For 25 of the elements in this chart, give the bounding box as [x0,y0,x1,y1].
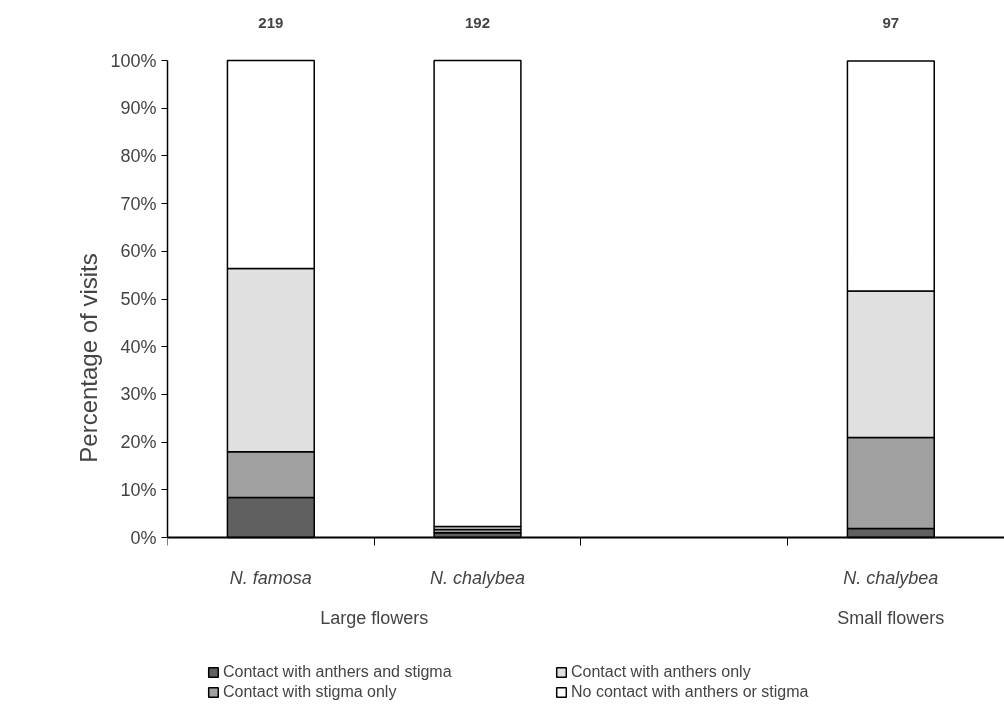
x-tick-label: N. chalybea [843,567,939,588]
text: 219 [258,13,284,31]
legend-label: Contact with anthers and stigma [223,663,453,681]
y-axis-title: Percentage of visits [75,253,103,463]
text: Small flowers [837,607,945,628]
y-tick-label: 60% [120,241,157,262]
y-tick-label: 70% [120,193,157,214]
legend-label: Contact with anthers only [571,663,752,681]
legend-label: Contact with stigma only [223,683,398,701]
y-tick-label: 80% [120,145,157,166]
text: Large flowers [320,607,429,628]
text: 97 [882,13,900,31]
text: 192 [464,13,491,31]
y-tick-label: 0% [130,527,157,548]
y-tick-label: 100% [110,50,157,71]
x-tick-label: N. chalybea [429,567,526,588]
legend-label: No contact with anthers or stigma [571,683,810,701]
y-tick-label: 50% [120,289,157,310]
y-tick-label: 10% [120,479,157,500]
x-tick-label: N. famosa [229,567,312,588]
y-tick-label: 30% [120,384,157,405]
bar [433,59,522,528]
y-tick-label: 90% [120,98,157,119]
y-tick-label: 40% [120,336,157,357]
y-tick-label: 20% [120,432,157,453]
